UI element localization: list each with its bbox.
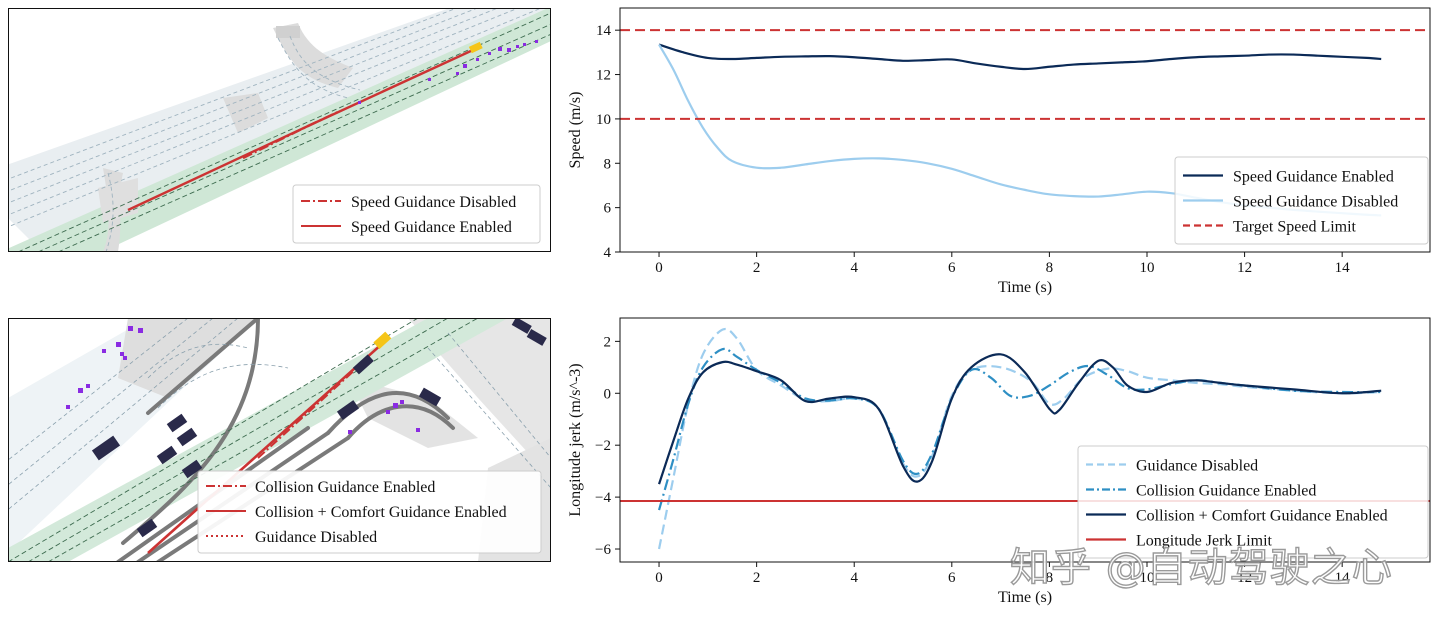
y-tick-label: −2 [595, 438, 611, 454]
legend-label: Collision + Comfort Guidance Enabled [255, 504, 507, 521]
y-axis-label: Longitude jerk (m/s^-3) [567, 363, 584, 516]
y-tick-label: 12 [596, 68, 611, 84]
map-bottom: Collision Guidance Enabled Collision + C… [8, 318, 551, 562]
y-tick-label: 8 [604, 156, 612, 172]
legend-label: Speed Guidance Disabled [1233, 194, 1398, 211]
legend-label: Guidance Disabled [1136, 458, 1258, 475]
x-tick-label: 10 [1139, 570, 1154, 586]
x-tick-label: 2 [753, 260, 761, 276]
road-area [118, 318, 258, 398]
legend-label: Guidance Disabled [255, 529, 377, 546]
y-tick-label: 4 [604, 245, 612, 261]
legend-label: Speed Guidance Enabled [351, 219, 512, 236]
x-axis-label: Time (s) [998, 279, 1052, 296]
x-tick-label: 12 [1237, 570, 1252, 586]
legend-label: Collision Guidance Enabled [255, 479, 435, 496]
y-tick-label: 10 [596, 112, 611, 128]
y-tick-label: 2 [604, 334, 612, 350]
traj-collision [257, 357, 369, 459]
x-tick-label: 2 [753, 570, 761, 586]
traj-collision-comfort [147, 342, 384, 554]
x-tick-label: 10 [1139, 260, 1154, 276]
chart-legend: Speed Guidance Enabled Speed Guidance Dis… [1174, 156, 1429, 245]
x-axis-label: Time (s) [998, 589, 1052, 606]
legend-label: Collision Guidance Enabled [1136, 483, 1316, 500]
ego-vehicle [373, 331, 392, 350]
map-frame [8, 8, 551, 252]
x-tick-label: 14 [1335, 570, 1351, 586]
agents [66, 326, 420, 434]
y-tick-label: −4 [595, 490, 611, 506]
watermark: 知乎 @自动驾驶之心 [1009, 544, 1393, 591]
road-green-band [8, 8, 551, 252]
vehicles [91, 318, 547, 538]
map-top: Speed Guidance Disabled Speed Guidance E… [8, 8, 551, 252]
legend-map-bottom: Collision Guidance Enabled Collision + C… [197, 470, 542, 554]
legend-label: Speed Guidance Enabled [1233, 169, 1394, 186]
x-tick-label: 14 [1335, 260, 1351, 276]
agents [358, 40, 538, 104]
gray-lane-strokes [116, 318, 455, 562]
series-line-2 [657, 353, 1382, 485]
y-tick-label: −6 [595, 542, 611, 558]
chart-legend: Guidance Disabled Collision Guidance Enab… [1077, 445, 1429, 559]
y-tick-label: 0 [604, 386, 612, 402]
map-frame [8, 318, 551, 562]
lane-lines-green [8, 318, 479, 562]
plot-frame [619, 317, 1431, 563]
x-tick-label: 4 [850, 570, 858, 586]
legend-label: Speed Guidance Disabled [351, 194, 516, 211]
y-tick-label: 14 [596, 23, 612, 39]
map-top-panel: Speed Guidance Disabled Speed Guidance E… [8, 8, 551, 252]
speed-chart: 0 2 4 6 8 10 12 14 4 6 8 10 12 14 Time (s) Speed (m/s) S… [567, 7, 1431, 296]
x-tick-label: 8 [1046, 570, 1054, 586]
legend-box [1077, 445, 1429, 559]
y-axis-label: Speed (m/s) [567, 92, 584, 169]
x-tick-label: 8 [1046, 260, 1054, 276]
legend-box [1174, 156, 1429, 245]
traj-speed-disabled [242, 110, 339, 160]
lane-lines-green [17, 12, 551, 252]
road-area [408, 318, 551, 478]
road-stub [276, 26, 300, 38]
map-bottom-panel: Collision Guidance Enabled Collision + C… [8, 318, 551, 562]
x-tick-label: 6 [948, 570, 956, 586]
ego-vehicle [468, 41, 483, 54]
series-line-0 [658, 43, 1382, 71]
x-tick-label: 12 [1237, 260, 1252, 276]
lane-lines [8, 318, 551, 511]
jerk-chart-panel: 0 2 4 6 8 10 12 14 −6 −4 −2 0 2 Time (s) Longitude jer… [565, 310, 1440, 618]
jerk-chart: 0 2 4 6 8 10 12 14 −6 −4 −2 0 2 Time (s) Longitude jer… [567, 317, 1431, 606]
legend-label: Target Speed Limit [1233, 219, 1357, 236]
x-tick-label: 0 [655, 570, 663, 586]
y-tick-label: 6 [604, 201, 612, 217]
lane-lines [8, 8, 543, 252]
x-tick-label: 4 [850, 260, 858, 276]
x-tick-label: 6 [948, 260, 956, 276]
legend-label: Collision + Comfort Guidance Enabled [1136, 508, 1388, 525]
plot-frame [619, 7, 1431, 253]
series-line-1 [657, 347, 1382, 511]
legend-label: Longitude Jerk Limit [1136, 533, 1273, 550]
x-tick-label: 0 [655, 260, 663, 276]
road-junction [273, 23, 353, 88]
legend-map-top: Speed Guidance Disabled Speed Guidance E… [292, 184, 541, 244]
speed-chart-panel: 0 2 4 6 8 10 12 14 4 6 8 10 12 14 Time (s) Speed (m/s) S… [565, 0, 1440, 305]
